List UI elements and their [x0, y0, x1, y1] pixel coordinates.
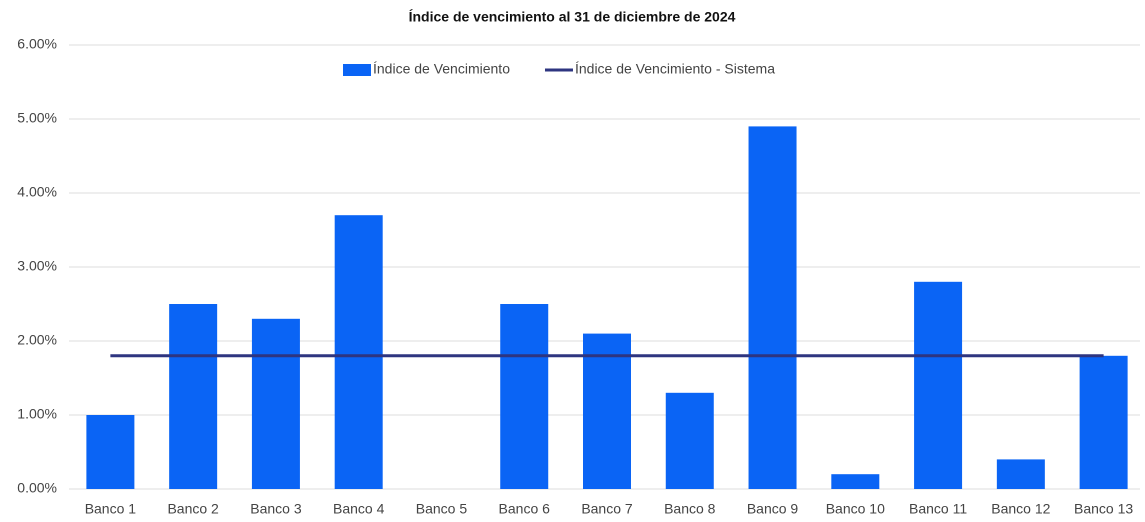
y-tick-label: 5.00%	[17, 110, 57, 126]
bar	[831, 474, 880, 489]
bar	[500, 304, 549, 489]
x-tick-label: Banco 5	[416, 501, 468, 517]
x-tick-label: Banco 8	[664, 501, 716, 517]
x-tick-label: Banco 7	[581, 501, 633, 517]
x-tick-label: Banco 4	[333, 501, 385, 517]
bar	[996, 459, 1045, 489]
legend-label: Índice de Vencimiento	[373, 61, 510, 77]
chart-title: Índice de vencimiento al 31 de diciembre…	[409, 9, 736, 25]
bar	[1079, 355, 1128, 489]
x-tick-label: Banco 10	[826, 501, 885, 517]
y-tick-label: 2.00%	[17, 332, 57, 348]
x-tick-label: Banco 3	[250, 501, 302, 517]
x-tick-label: Banco 9	[747, 501, 799, 517]
legend-swatch	[343, 64, 371, 76]
x-tick-label: Banco 1	[85, 501, 137, 517]
y-tick-label: 6.00%	[17, 36, 57, 52]
x-tick-label: Banco 6	[499, 501, 551, 517]
x-tick-label: Banco 12	[991, 501, 1050, 517]
bar	[914, 281, 963, 489]
bar	[334, 215, 383, 489]
bar	[748, 126, 797, 490]
legend-label: Índice de Vencimiento - Sistema	[575, 61, 775, 77]
bar	[583, 333, 631, 489]
bar	[86, 415, 135, 489]
x-tick-label: Banco 2	[167, 501, 219, 517]
y-tick-label: 1.00%	[17, 406, 57, 422]
bar	[665, 392, 714, 489]
x-tick-label: Banco 11	[909, 501, 967, 517]
x-tick-label: Banco 13	[1074, 501, 1133, 517]
bar	[251, 318, 300, 489]
y-tick-label: 4.00%	[17, 184, 57, 200]
y-tick-label: 3.00%	[17, 258, 57, 274]
bar	[169, 304, 218, 489]
y-tick-label: 0.00%	[17, 480, 57, 496]
